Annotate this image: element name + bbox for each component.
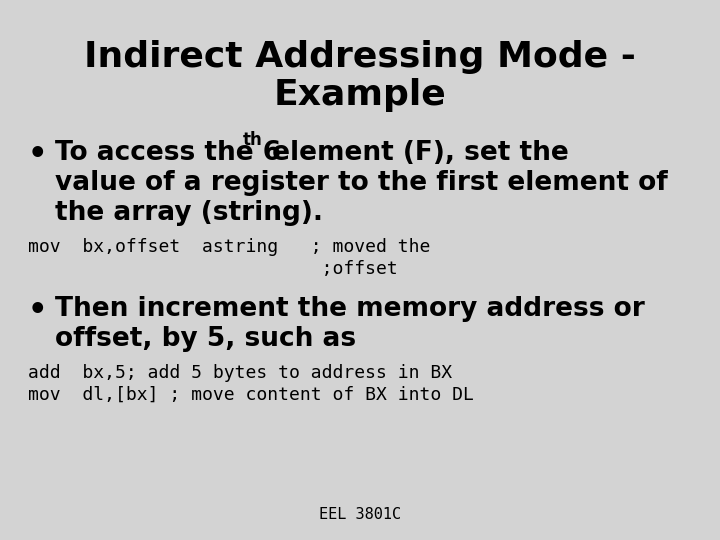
Text: mov  bx,offset  astring   ; moved the: mov bx,offset astring ; moved the xyxy=(28,238,431,256)
Text: Example: Example xyxy=(274,78,446,112)
Text: Indirect Addressing Mode -: Indirect Addressing Mode - xyxy=(84,40,636,74)
Text: th: th xyxy=(243,131,263,149)
Text: •: • xyxy=(28,140,48,169)
Text: Then increment the memory address or: Then increment the memory address or xyxy=(55,296,644,322)
Text: value of a register to the first element of: value of a register to the first element… xyxy=(55,170,667,196)
Text: EEL 3801C: EEL 3801C xyxy=(319,507,401,522)
Text: offset, by 5, such as: offset, by 5, such as xyxy=(55,326,356,352)
Text: add  bx,5; add 5 bytes to address in BX: add bx,5; add 5 bytes to address in BX xyxy=(28,364,452,382)
Text: the array (string).: the array (string). xyxy=(55,200,323,226)
Text: element (F), set the: element (F), set the xyxy=(263,140,569,166)
Text: •: • xyxy=(28,296,48,325)
Text: To access the 6: To access the 6 xyxy=(55,140,281,166)
Text: ;offset: ;offset xyxy=(28,260,397,278)
Text: mov  dl,[bx] ; move content of BX into DL: mov dl,[bx] ; move content of BX into DL xyxy=(28,386,474,404)
